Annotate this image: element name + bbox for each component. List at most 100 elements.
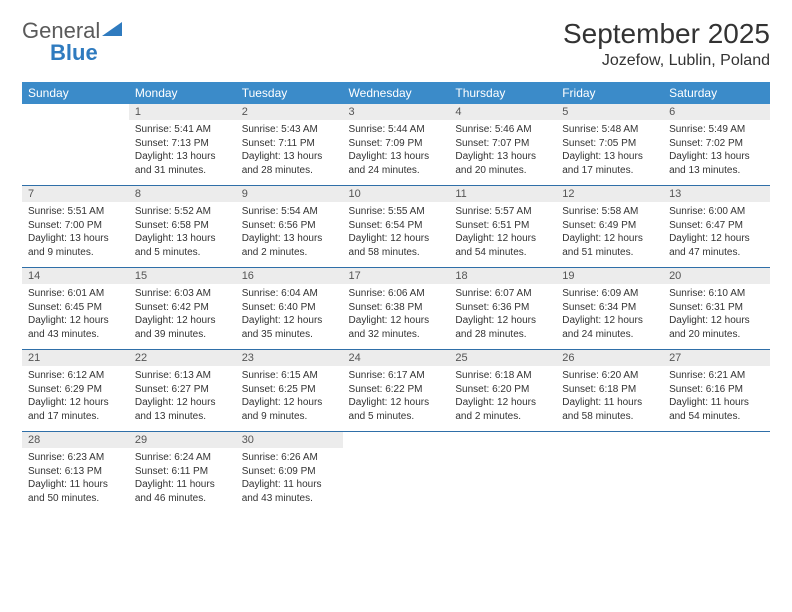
daylight-text-1: Daylight: 12 hours	[455, 232, 550, 246]
daynum-row: 14151617181920	[22, 268, 770, 285]
daylight-text-2: and 17 minutes.	[28, 410, 123, 424]
sunset-text: Sunset: 6:13 PM	[28, 465, 123, 479]
daylight-text-1: Daylight: 13 hours	[242, 150, 337, 164]
daylight-text-1: Daylight: 11 hours	[135, 478, 230, 492]
day-content-cell: Sunrise: 5:58 AMSunset: 6:49 PMDaylight:…	[556, 202, 663, 268]
daylight-text-2: and 28 minutes.	[455, 328, 550, 342]
daynum-row: 78910111213	[22, 186, 770, 203]
sunrise-text: Sunrise: 6:26 AM	[242, 451, 337, 465]
sunrise-text: Sunrise: 6:24 AM	[135, 451, 230, 465]
sunrise-text: Sunrise: 5:49 AM	[669, 123, 764, 137]
day-content-cell: Sunrise: 6:03 AMSunset: 6:42 PMDaylight:…	[129, 284, 236, 350]
sunset-text: Sunset: 6:22 PM	[349, 383, 444, 397]
day-number-cell: 19	[556, 268, 663, 285]
location: Jozefow, Lublin, Poland	[563, 52, 770, 70]
dayhead-wed: Wednesday	[343, 82, 450, 104]
day-number-cell: 18	[449, 268, 556, 285]
sunset-text: Sunset: 6:27 PM	[135, 383, 230, 397]
day-number-cell: 5	[556, 104, 663, 120]
day-number-cell: 15	[129, 268, 236, 285]
sunrise-text: Sunrise: 6:10 AM	[669, 287, 764, 301]
daylight-text-2: and 9 minutes.	[28, 246, 123, 260]
sunset-text: Sunset: 6:36 PM	[455, 301, 550, 315]
sunset-text: Sunset: 6:38 PM	[349, 301, 444, 315]
daylight-text-2: and 20 minutes.	[669, 328, 764, 342]
sunset-text: Sunset: 6:16 PM	[669, 383, 764, 397]
sunset-text: Sunset: 6:47 PM	[669, 219, 764, 233]
sunset-text: Sunset: 7:05 PM	[562, 137, 657, 151]
day-number-cell: 6	[663, 104, 770, 120]
day-number-cell: 16	[236, 268, 343, 285]
daylight-text-2: and 24 minutes.	[349, 164, 444, 178]
daylight-text-2: and 54 minutes.	[669, 410, 764, 424]
daylight-text-2: and 32 minutes.	[349, 328, 444, 342]
sunrise-text: Sunrise: 6:03 AM	[135, 287, 230, 301]
dayhead-tue: Tuesday	[236, 82, 343, 104]
day-content-cell: Sunrise: 5:44 AMSunset: 7:09 PMDaylight:…	[343, 120, 450, 186]
daylight-text-1: Daylight: 12 hours	[562, 314, 657, 328]
daylight-text-1: Daylight: 12 hours	[349, 314, 444, 328]
sunset-text: Sunset: 7:02 PM	[669, 137, 764, 151]
calendar-body: 123456Sunrise: 5:41 AMSunset: 7:13 PMDay…	[22, 104, 770, 513]
sunrise-text: Sunrise: 6:15 AM	[242, 369, 337, 383]
day-content-cell: Sunrise: 6:12 AMSunset: 6:29 PMDaylight:…	[22, 366, 129, 432]
sunrise-text: Sunrise: 6:04 AM	[242, 287, 337, 301]
day-number-cell: 2	[236, 104, 343, 120]
daylight-text-2: and 35 minutes.	[242, 328, 337, 342]
daylight-text-1: Daylight: 13 hours	[562, 150, 657, 164]
sunrise-text: Sunrise: 6:21 AM	[669, 369, 764, 383]
day-content-cell: Sunrise: 6:04 AMSunset: 6:40 PMDaylight:…	[236, 284, 343, 350]
daylight-text-1: Daylight: 12 hours	[28, 396, 123, 410]
sunset-text: Sunset: 6:51 PM	[455, 219, 550, 233]
daylight-text-1: Daylight: 13 hours	[455, 150, 550, 164]
daylight-text-1: Daylight: 13 hours	[28, 232, 123, 246]
day-content-cell: Sunrise: 6:15 AMSunset: 6:25 PMDaylight:…	[236, 366, 343, 432]
day-content-cell: Sunrise: 6:06 AMSunset: 6:38 PMDaylight:…	[343, 284, 450, 350]
day-number-cell: 9	[236, 186, 343, 203]
daylight-text-2: and 43 minutes.	[242, 492, 337, 506]
daylight-text-2: and 28 minutes.	[242, 164, 337, 178]
day-content-cell: Sunrise: 6:01 AMSunset: 6:45 PMDaylight:…	[22, 284, 129, 350]
daylight-text-1: Daylight: 11 hours	[562, 396, 657, 410]
sunrise-text: Sunrise: 5:46 AM	[455, 123, 550, 137]
daylight-text-1: Daylight: 11 hours	[28, 478, 123, 492]
day-number-cell: 23	[236, 350, 343, 367]
sunset-text: Sunset: 6:42 PM	[135, 301, 230, 315]
sunrise-text: Sunrise: 6:17 AM	[349, 369, 444, 383]
dayhead-fri: Friday	[556, 82, 663, 104]
day-content-cell: Sunrise: 5:51 AMSunset: 7:00 PMDaylight:…	[22, 202, 129, 268]
sunrise-text: Sunrise: 6:07 AM	[455, 287, 550, 301]
daylight-text-1: Daylight: 12 hours	[135, 314, 230, 328]
daylight-text-2: and 39 minutes.	[135, 328, 230, 342]
sunset-text: Sunset: 6:09 PM	[242, 465, 337, 479]
day-number-cell: 24	[343, 350, 450, 367]
day-content-cell	[556, 448, 663, 513]
daylight-text-2: and 2 minutes.	[242, 246, 337, 260]
logo-blue: Blue	[50, 40, 98, 65]
sunset-text: Sunset: 6:34 PM	[562, 301, 657, 315]
daylight-text-1: Daylight: 12 hours	[28, 314, 123, 328]
daynum-row: 282930	[22, 432, 770, 449]
daylight-text-1: Daylight: 13 hours	[669, 150, 764, 164]
daylight-text-1: Daylight: 13 hours	[135, 232, 230, 246]
daylight-text-1: Daylight: 11 hours	[242, 478, 337, 492]
daynum-row: 123456	[22, 104, 770, 120]
sunset-text: Sunset: 6:29 PM	[28, 383, 123, 397]
day-number-cell: 8	[129, 186, 236, 203]
day-content-cell	[343, 448, 450, 513]
daylight-text-2: and 43 minutes.	[28, 328, 123, 342]
day-number-cell: 17	[343, 268, 450, 285]
daylight-text-2: and 47 minutes.	[669, 246, 764, 260]
daylight-text-1: Daylight: 12 hours	[349, 396, 444, 410]
day-content-cell: Sunrise: 5:46 AMSunset: 7:07 PMDaylight:…	[449, 120, 556, 186]
daylight-text-2: and 58 minutes.	[562, 410, 657, 424]
daylight-text-2: and 46 minutes.	[135, 492, 230, 506]
sunset-text: Sunset: 6:45 PM	[28, 301, 123, 315]
dayhead-sat: Saturday	[663, 82, 770, 104]
logo-triangle-icon	[102, 20, 124, 43]
day-number-cell: 3	[343, 104, 450, 120]
daylight-text-1: Daylight: 12 hours	[349, 232, 444, 246]
daylight-text-1: Daylight: 12 hours	[562, 232, 657, 246]
sunset-text: Sunset: 7:09 PM	[349, 137, 444, 151]
daylight-text-1: Daylight: 12 hours	[242, 396, 337, 410]
